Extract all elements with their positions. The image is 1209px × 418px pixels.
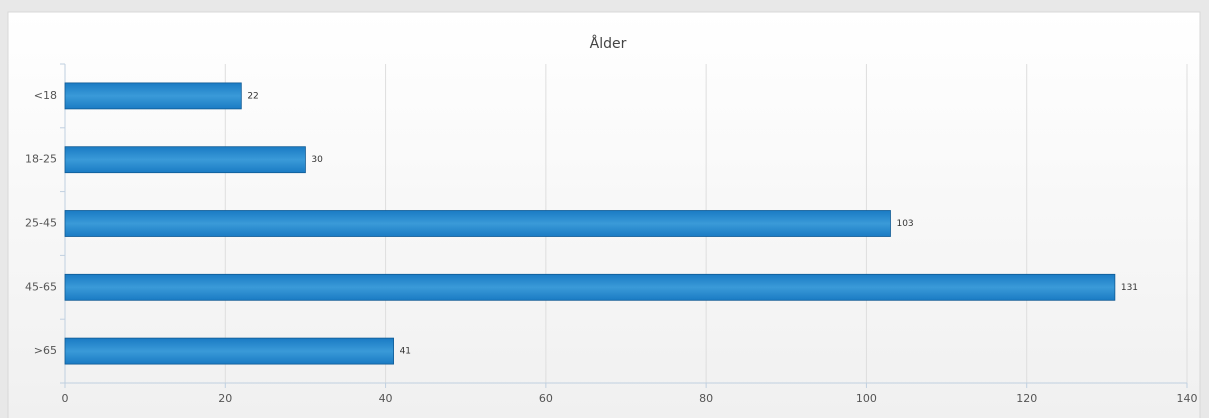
x-tick-label: 100 [856,392,877,405]
bar [64,337,394,365]
value-label: 22 [247,91,258,101]
chart-title: Ålder [590,35,627,52]
value-label: 41 [400,347,411,357]
y-tick-label: <18 [34,89,57,102]
y-tick-label: 18-25 [25,153,57,166]
x-tick-label: 0 [62,392,69,405]
x-tick-label: 80 [699,392,713,405]
value-label: 103 [896,219,913,229]
bar [64,273,1116,301]
x-tick-label: 140 [1177,392,1198,405]
bar [64,210,891,237]
x-tick-label: 60 [539,392,553,405]
y-tick-label: >65 [34,344,57,357]
x-tick-label: 20 [218,392,232,405]
x-tick-label: 40 [379,392,393,405]
bar [64,146,306,174]
bar [64,82,242,110]
y-tick-label: 45-65 [25,280,57,293]
x-tick-label: 120 [1016,392,1037,405]
value-label: 30 [311,155,323,165]
value-label: 131 [1121,283,1138,293]
y-tick-label: 25-45 [25,217,57,230]
